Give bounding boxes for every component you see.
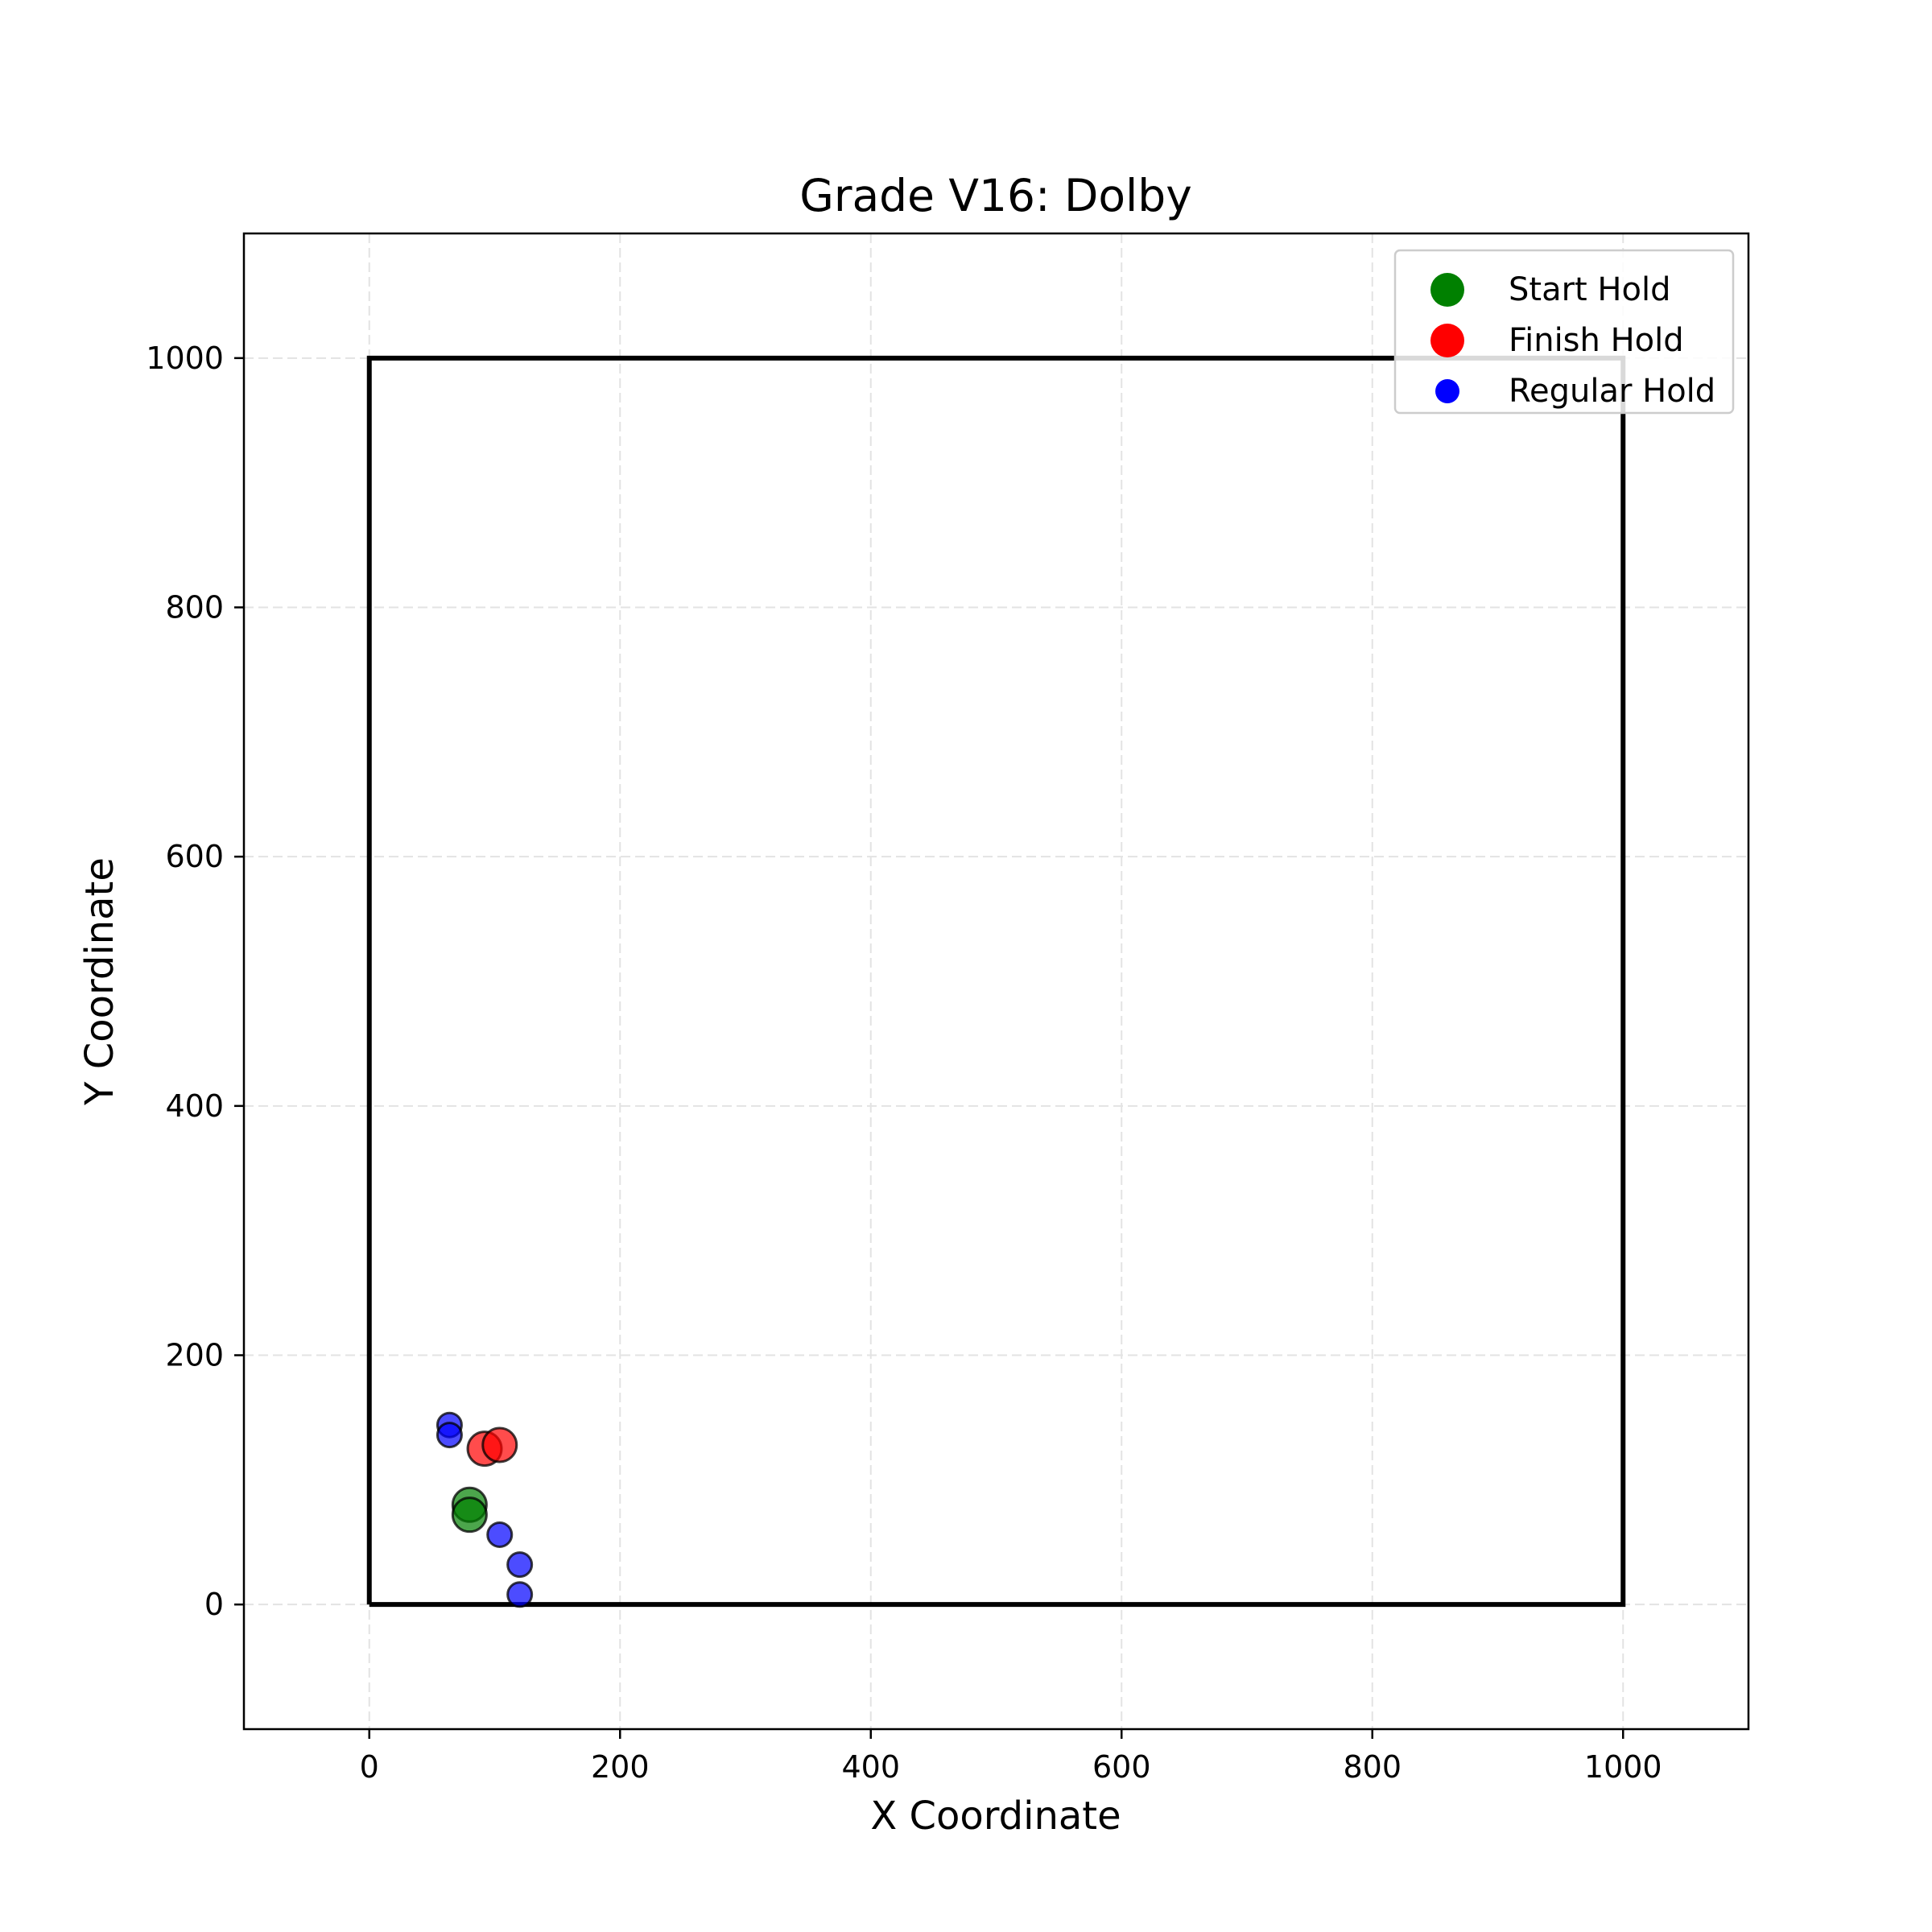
y-tick-label: 600: [165, 839, 224, 874]
start-hold-legend-marker: [1430, 273, 1464, 307]
y-tick-label: 400: [165, 1088, 224, 1124]
holds: [436, 1411, 534, 1608]
legend-box: [1393, 249, 1735, 415]
legend: Start Hold Finish Hold Regular Hold: [1393, 249, 1735, 415]
regular-hold-legend-label: Regular Hold: [1509, 373, 1715, 410]
y-axis: 0 200 400 600 800 1000: [146, 341, 244, 1622]
regular-hold-point: [506, 1551, 534, 1579]
y-tick-label: 200: [165, 1338, 224, 1373]
start-hold-legend-label: Start Hold: [1509, 271, 1670, 308]
x-tick-label: 400: [841, 1749, 900, 1785]
x-axis-label: X Coordinate: [870, 1794, 1121, 1839]
finish-hold-legend-marker: [1430, 324, 1464, 357]
regular-hold-point: [436, 1422, 463, 1449]
plot-frame: [242, 232, 1750, 1731]
x-tick-label: 800: [1343, 1749, 1402, 1785]
y-tick-label: 0: [204, 1587, 224, 1622]
regular-hold-point: [486, 1521, 514, 1548]
finish-hold-legend-label: Finish Hold: [1509, 322, 1684, 359]
y-tick-label: 800: [165, 590, 224, 625]
x-tick-label: 1000: [1584, 1749, 1662, 1785]
chart-title: Grade V16: Dolby: [799, 170, 1192, 221]
regular-hold-point: [506, 1581, 534, 1608]
x-tick-label: 600: [1092, 1749, 1151, 1785]
x-tick-label: 0: [360, 1749, 379, 1785]
x-tick-label: 200: [591, 1749, 650, 1785]
y-axis-label: Y Coordinate: [77, 857, 122, 1106]
start-hold-point: [451, 1496, 488, 1534]
x-axis: 0 200 400 600 800 1000: [360, 1729, 1662, 1785]
regular-hold-legend-marker: [1435, 379, 1459, 403]
finish-hold-point: [481, 1426, 518, 1463]
y-tick-label: 1000: [146, 341, 224, 376]
